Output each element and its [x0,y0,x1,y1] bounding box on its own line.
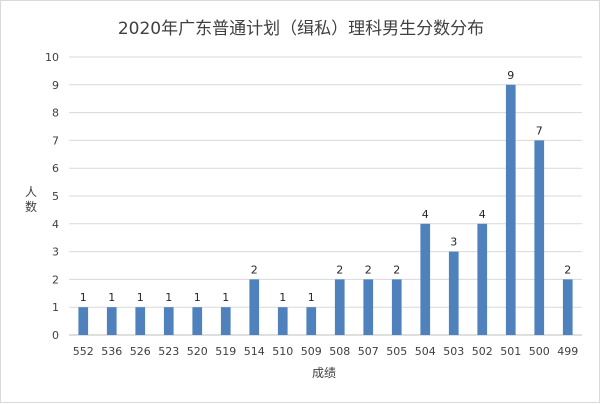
y-tick-label: 5 [52,190,59,203]
bar-data-label: 1 [108,291,115,304]
bar-data-label: 1 [222,291,229,304]
y-tick-label: 8 [52,107,59,120]
bar [106,307,117,335]
x-tick-label: 510 [272,345,293,358]
bar [334,279,345,335]
data-labels: 1 1 1 1 1 1 2 1 1 2 2 2 4 3 4 9 7 2 [80,69,572,304]
x-tick-label: 526 [130,345,151,358]
bar [363,279,374,335]
x-axis-ticks: 552 536 526 523 520 519 514 510 509 508 507 505 504 5… [73,345,579,358]
bar-data-label: 1 [80,291,87,304]
bar-data-label: 2 [251,263,258,276]
x-tick-label: 502 [472,345,493,358]
bar [192,307,203,335]
bar-data-label: 1 [165,291,172,304]
y-tick-label: 2 [52,273,59,286]
bar [78,307,89,335]
x-axis-label: 成绩 [312,366,336,380]
x-tick-label: 519 [215,345,236,358]
bar-data-label: 1 [137,291,144,304]
x-tick-label: 500 [529,345,550,358]
bar-data-label: 4 [422,208,429,221]
y-tick-label: 1 [52,301,59,314]
x-tick-label: 520 [187,345,208,358]
bar [505,84,516,335]
bar [477,223,488,335]
y-tick-label: 3 [52,246,59,259]
y-tick-label: 6 [52,162,59,175]
x-tick-label: 509 [301,345,322,358]
bar-data-label: 2 [336,263,343,276]
x-tick-label: 501 [500,345,521,358]
y-tick-label: 9 [52,79,59,92]
bar [306,307,317,335]
bar-data-label: 1 [308,291,315,304]
y-tick-label: 7 [52,134,59,147]
bar-data-label: 3 [450,236,457,249]
gridlines [69,56,582,336]
bar [249,279,260,335]
y-tick-label: 0 [52,329,59,342]
bar-data-label: 1 [279,291,286,304]
y-axis-label: 人数 [25,185,37,214]
x-tick-label: 536 [101,345,122,358]
bar [163,307,174,335]
bar-data-label: 9 [507,69,514,82]
x-tick-label: 523 [158,345,179,358]
x-tick-label: 504 [415,345,436,358]
x-tick-label: 552 [73,345,94,358]
chart-title: 2020年广东普通计划（缉私）理科男生分数分布 [118,19,484,39]
bars [78,84,573,335]
bar [420,223,431,335]
bar [534,140,545,335]
x-tick-label: 505 [386,345,407,358]
bar-data-label: 4 [479,208,486,221]
bar [448,251,459,335]
y-tick-label: 10 [45,51,59,64]
x-tick-label: 499 [557,345,578,358]
bar-data-label: 2 [564,263,571,276]
x-tick-label: 514 [244,345,265,358]
x-tick-label: 503 [443,345,464,358]
bar [562,279,573,335]
bar [277,307,288,335]
bar-data-label: 7 [536,124,543,137]
bar-data-label: 1 [194,291,201,304]
bar [135,307,146,335]
y-tick-label: 4 [52,218,59,231]
y-axis-ticks: 0 1 2 3 4 5 6 7 8 9 10 [45,51,59,342]
bar-data-label: 2 [365,263,372,276]
bar [391,279,402,335]
bar [220,307,231,335]
x-tick-label: 507 [358,345,379,358]
x-tick-label: 508 [329,345,350,358]
bar-data-label: 2 [393,263,400,276]
